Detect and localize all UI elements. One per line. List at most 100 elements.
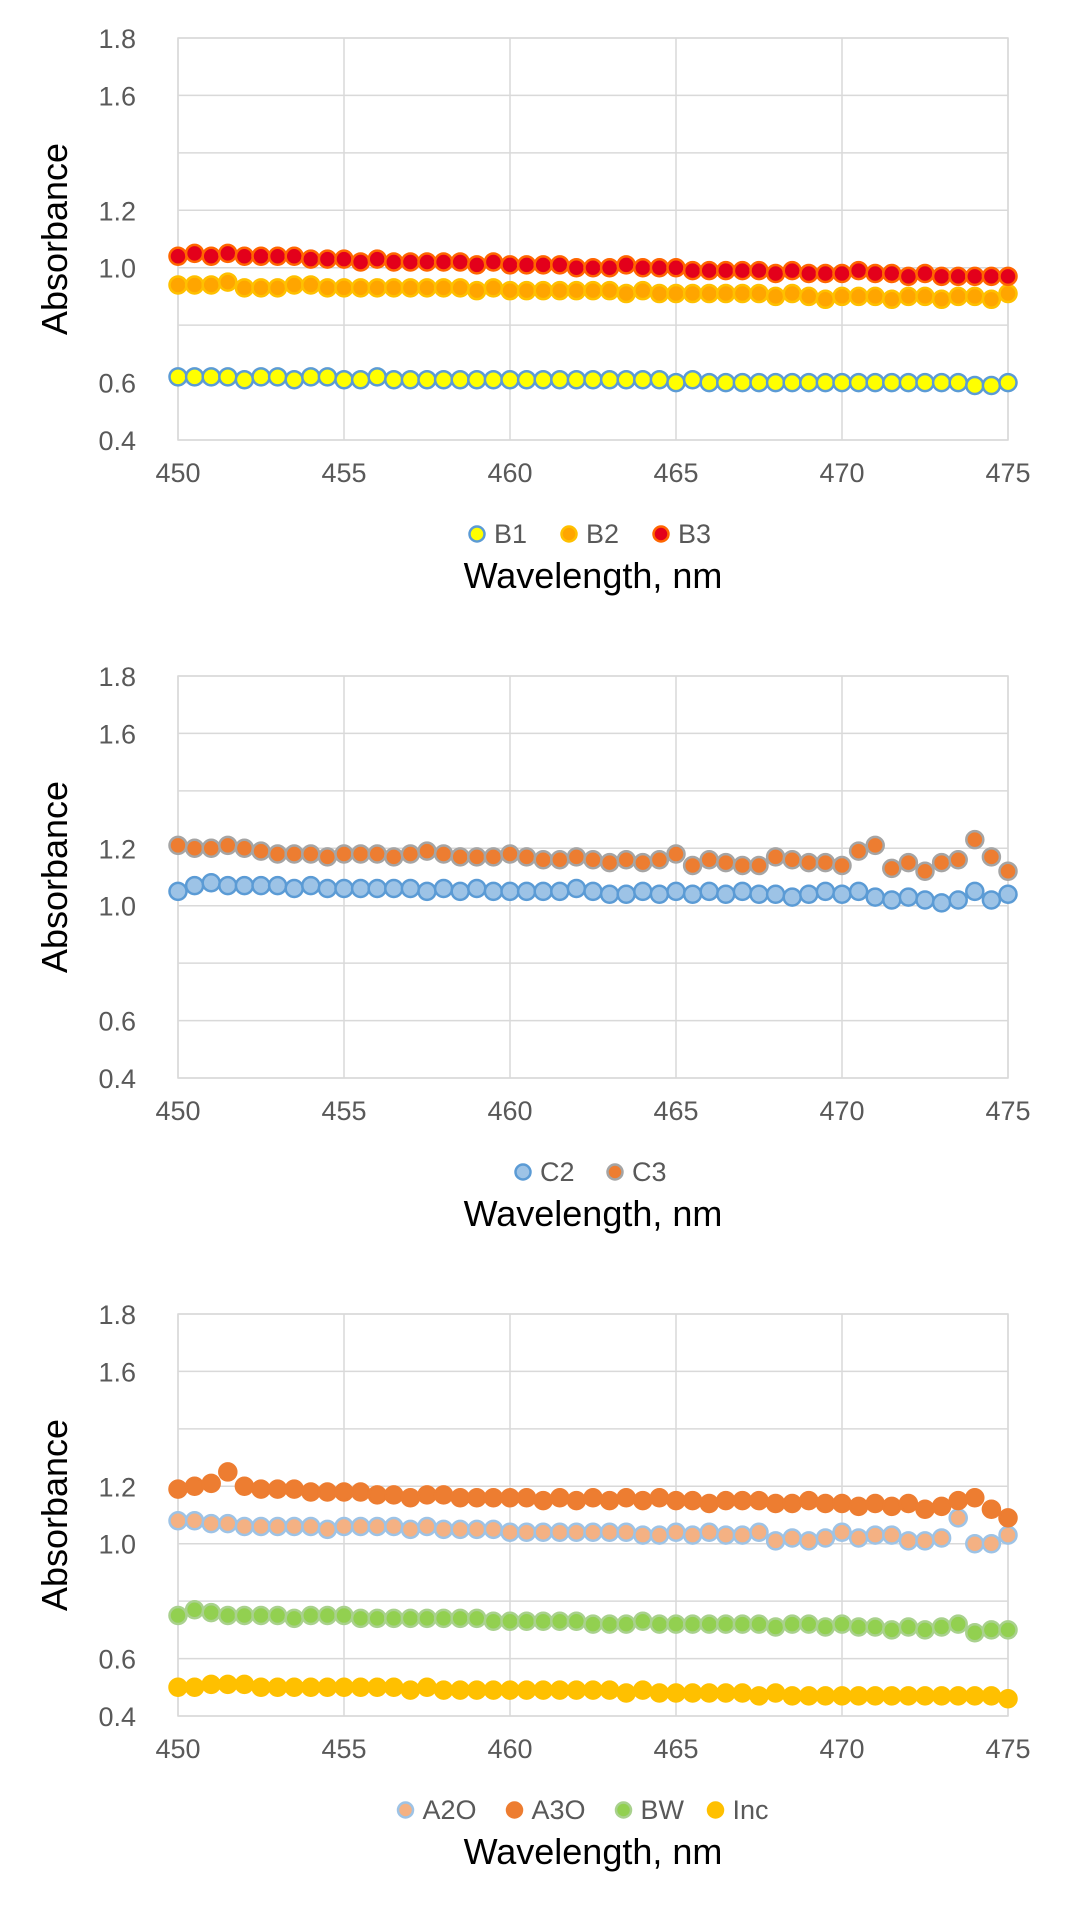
data-point-inc	[251, 1677, 271, 1698]
data-point-inc	[350, 1677, 371, 1698]
data-point-b2	[251, 278, 271, 298]
data-point-c2	[815, 881, 836, 902]
data-point-a2o	[251, 1516, 271, 1537]
data-point-c3	[334, 844, 354, 864]
y-tick-label: 1.0	[98, 254, 136, 284]
data-point-b3	[682, 260, 703, 281]
data-point-a2o	[865, 1525, 885, 1545]
data-point-bw	[450, 1608, 470, 1629]
data-point-a2o	[799, 1531, 819, 1551]
data-point-b2	[234, 278, 255, 298]
data-point-a3o	[898, 1493, 919, 1514]
data-point-a2o	[682, 1525, 703, 1545]
data-point-a2o	[417, 1516, 437, 1537]
data-point-c3	[749, 855, 769, 876]
data-point-b3	[384, 252, 404, 272]
data-point-b2	[184, 275, 205, 295]
data-point-b3	[799, 263, 819, 284]
data-point-c2	[218, 875, 238, 896]
data-point-b2	[898, 286, 919, 307]
data-point-a2o	[334, 1516, 354, 1537]
data-point-a3o	[400, 1488, 421, 1508]
data-point-a2o	[633, 1525, 653, 1545]
y-axis-title: Absorbance	[34, 143, 75, 335]
data-point-bw	[599, 1614, 620, 1634]
data-point-bw	[334, 1605, 354, 1626]
data-point-b2	[931, 289, 952, 310]
data-point-bw	[699, 1614, 719, 1634]
legend-label-a2o: A2O	[423, 1795, 477, 1825]
data-point-c3	[716, 852, 736, 873]
data-point-a3o	[417, 1485, 437, 1505]
data-point-c2	[931, 893, 952, 913]
data-point-bw	[184, 1600, 205, 1620]
data-point-a2o	[732, 1525, 753, 1545]
data-point-a2o	[832, 1522, 852, 1542]
data-point-c2	[666, 881, 686, 902]
data-point-b2	[433, 278, 454, 298]
data-point-c3	[267, 844, 288, 864]
data-point-b3	[301, 249, 321, 269]
data-point-bw	[815, 1617, 836, 1637]
y-tick-label: 0.6	[98, 1007, 136, 1037]
data-point-b3	[168, 246, 188, 266]
data-point-c2	[350, 878, 371, 899]
data-point-b2	[350, 278, 371, 298]
data-point-b2	[765, 286, 786, 307]
data-point-c2	[948, 890, 968, 910]
data-point-a3o	[666, 1490, 686, 1511]
data-point-c2	[201, 872, 221, 893]
data-point-b2	[782, 283, 802, 304]
plot-area	[177, 675, 1009, 1079]
data-point-a2o	[467, 1519, 487, 1540]
data-point-b3	[583, 257, 603, 278]
data-point-a2o	[317, 1519, 338, 1540]
data-point-c2	[583, 881, 603, 902]
data-point-inc	[782, 1686, 802, 1706]
data-point-a3o	[981, 1499, 1002, 1520]
data-point-c3	[251, 841, 271, 861]
x-tick-label: 455	[321, 1096, 366, 1126]
data-point-inc	[599, 1680, 620, 1700]
data-point-inc	[168, 1677, 188, 1698]
data-point-a2o	[882, 1525, 902, 1545]
data-point-a3o	[583, 1488, 603, 1508]
data-point-b1	[417, 369, 437, 390]
data-point-inc	[666, 1683, 686, 1703]
data-point-bw	[168, 1605, 188, 1626]
data-point-b2	[616, 283, 636, 304]
data-point-a3o	[367, 1485, 387, 1505]
x-axis-title: Wavelength, nm	[464, 1831, 723, 1872]
x-tick-label: 475	[985, 1096, 1030, 1126]
data-point-inc	[317, 1677, 338, 1698]
data-point-b2	[284, 275, 304, 295]
data-point-c3	[765, 847, 786, 867]
data-point-a2o	[267, 1516, 288, 1537]
data-point-b3	[865, 263, 885, 284]
data-point-a3o	[251, 1479, 271, 1499]
data-point-a2o	[998, 1525, 1018, 1545]
data-point-bw	[616, 1614, 636, 1634]
data-point-c3	[782, 850, 802, 870]
data-point-c2	[915, 890, 935, 910]
data-point-c3	[832, 855, 852, 876]
data-point-c2	[384, 878, 404, 899]
data-point-b2	[865, 286, 885, 307]
data-point-bw	[682, 1614, 703, 1634]
data-point-a2o	[367, 1516, 387, 1537]
data-point-c2	[400, 878, 421, 899]
data-point-a2o	[301, 1516, 321, 1537]
data-point-a3o	[815, 1493, 836, 1514]
data-point-b1	[732, 372, 753, 393]
y-tick-label: 1.6	[98, 1357, 136, 1387]
data-point-inc	[682, 1683, 703, 1703]
data-point-b3	[500, 255, 520, 275]
data-point-c3	[633, 852, 653, 873]
data-point-inc	[583, 1680, 603, 1700]
data-point-b1	[666, 372, 686, 393]
data-point-b3	[218, 243, 238, 264]
x-tick-label: 450	[155, 458, 200, 488]
y-tick-label: 0.6	[98, 369, 136, 399]
data-point-bw	[317, 1605, 338, 1626]
data-point-b1	[965, 375, 985, 396]
